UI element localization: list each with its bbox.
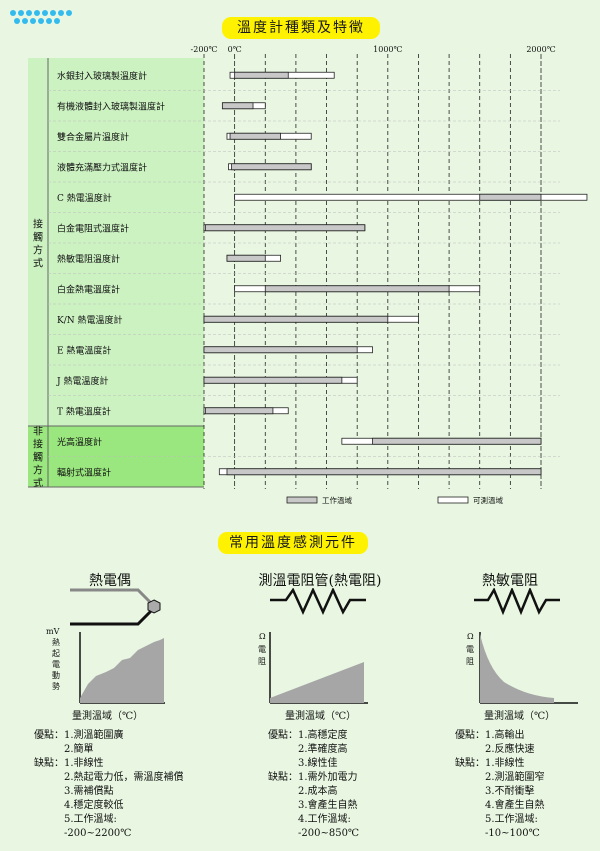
thermistor-graphics bbox=[474, 588, 578, 704]
group-label-contact: 方 bbox=[33, 244, 43, 257]
category-label: 白金電阻式溫度計 bbox=[57, 222, 129, 234]
working-bar bbox=[229, 132, 281, 140]
legend-working-label: 工作溫域 bbox=[322, 495, 352, 505]
group-label-contact: 觸 bbox=[33, 231, 43, 244]
category-label: 輻射式溫度計 bbox=[57, 466, 111, 478]
group-label-contact: 式 bbox=[33, 257, 43, 270]
sensor-section-banner: 常用溫度感測元件 bbox=[218, 532, 368, 554]
thermistor-title: 熱敏電阻 bbox=[482, 573, 538, 589]
category-label: 液體充滿壓力式溫度計 bbox=[57, 161, 147, 173]
category-label: 有機液體封入玻璃製溫度計 bbox=[57, 100, 165, 112]
thermocouple-title: 熱電偶 bbox=[89, 573, 131, 589]
category-label: K/N 熱電溫度計 bbox=[57, 314, 123, 326]
x-tick-label: 1000℃ bbox=[373, 45, 402, 54]
thermistor-curve-area bbox=[480, 634, 554, 703]
thermistor-y-unit: Ω bbox=[467, 632, 474, 641]
rtd-y-label: 電阻 bbox=[258, 645, 266, 666]
thermistor-notes: 優點：1.高輸出 2.反應快速 缺點：1.非線性 2.測溫範圍窄 3.不耐衝擊 … bbox=[455, 730, 545, 839]
thermocouple-y-unit: mV bbox=[46, 627, 60, 636]
x-tick-label: 2000℃ bbox=[526, 45, 555, 54]
category-label: J 熱電溫度計 bbox=[56, 375, 108, 387]
thermocouple-x-label: 量測溫域（℃） bbox=[72, 711, 144, 722]
category-label: C 熱電溫度計 bbox=[57, 192, 112, 204]
working-bar bbox=[203, 346, 358, 354]
group-label-noncontact: 非 bbox=[33, 426, 43, 438]
x-tick-label: 0℃ bbox=[228, 45, 242, 54]
thermistor-resistor-icon bbox=[474, 588, 560, 616]
group-label-noncontact: 方 bbox=[33, 464, 43, 477]
rtd-y-unit: Ω bbox=[259, 632, 266, 641]
working-bar bbox=[231, 163, 312, 171]
rtd-notes: 優點：1.高穩定度 2.準確度高 3.線性佳 缺點：1.需外加電力 2.成本高 … bbox=[268, 730, 360, 839]
chart-title-banner: 溫度計種類及特徵 bbox=[222, 17, 380, 39]
legend-measurable-swatch bbox=[437, 496, 469, 504]
working-bar bbox=[203, 376, 343, 384]
category-label: 雙合金屬片溫度計 bbox=[57, 131, 129, 143]
working-bar bbox=[372, 437, 542, 445]
group-label-noncontact: 接 bbox=[33, 438, 43, 451]
category-label: 熱敏電阻溫度計 bbox=[57, 253, 120, 265]
working-bar bbox=[226, 254, 266, 262]
measurable-bar bbox=[234, 193, 588, 201]
thermistor-y-label: 電阻 bbox=[466, 645, 474, 666]
thermocouple-graphics bbox=[70, 588, 165, 704]
thermocouple-wire-icon bbox=[70, 588, 161, 626]
range-chart: -200℃ 0℃ 1000℃ 2000℃接觸方式非接觸方式水銀封入玻璃製溫度計有機液體… bbox=[28, 45, 588, 505]
x-tick-label: -200℃ bbox=[191, 45, 218, 54]
legend-measurable-label: 可測溫域 bbox=[473, 495, 503, 505]
thermocouple-notes: 優點：1.測溫範圍廣 2.簡單 缺點：1.非線性 2.熱起電力低，需溫度補償 3… bbox=[34, 730, 184, 839]
category-label: T 熱電溫度計 bbox=[57, 405, 111, 417]
working-bar bbox=[226, 468, 542, 476]
rtd-graphics bbox=[269, 588, 368, 704]
category-label: E 熱電溫度計 bbox=[57, 344, 111, 356]
working-bar bbox=[479, 193, 542, 201]
working-bar bbox=[205, 407, 274, 415]
thermocouple-y-label: 熱起電動勢 bbox=[52, 638, 60, 691]
resistor-icon bbox=[270, 588, 366, 616]
working-bar bbox=[221, 102, 254, 110]
working-bar bbox=[205, 224, 366, 232]
working-bar bbox=[234, 71, 289, 79]
contact-bg bbox=[28, 58, 204, 426]
group-label-noncontact: 觸 bbox=[33, 451, 43, 464]
working-bar bbox=[203, 315, 389, 323]
category-label: 白金熱電溫度計 bbox=[57, 283, 120, 295]
legend-working-swatch bbox=[286, 496, 318, 504]
category-label: 光高溫度計 bbox=[57, 436, 102, 448]
rtd-x-label: 量測溫域（℃） bbox=[285, 711, 357, 722]
working-bar bbox=[264, 285, 450, 293]
group-label-noncontact: 式 bbox=[33, 477, 43, 490]
group-label-contact: 接 bbox=[33, 218, 43, 231]
logo-dots bbox=[10, 10, 72, 24]
rtd-title: 測溫電阻管(熱電阻) bbox=[258, 573, 382, 589]
thermocouple-curve-area bbox=[80, 638, 164, 703]
rtd-curve-area bbox=[270, 662, 364, 703]
category-label: 水銀封入玻璃製溫度計 bbox=[57, 70, 147, 82]
thermistor-x-label: 量測溫域（℃） bbox=[484, 711, 556, 722]
